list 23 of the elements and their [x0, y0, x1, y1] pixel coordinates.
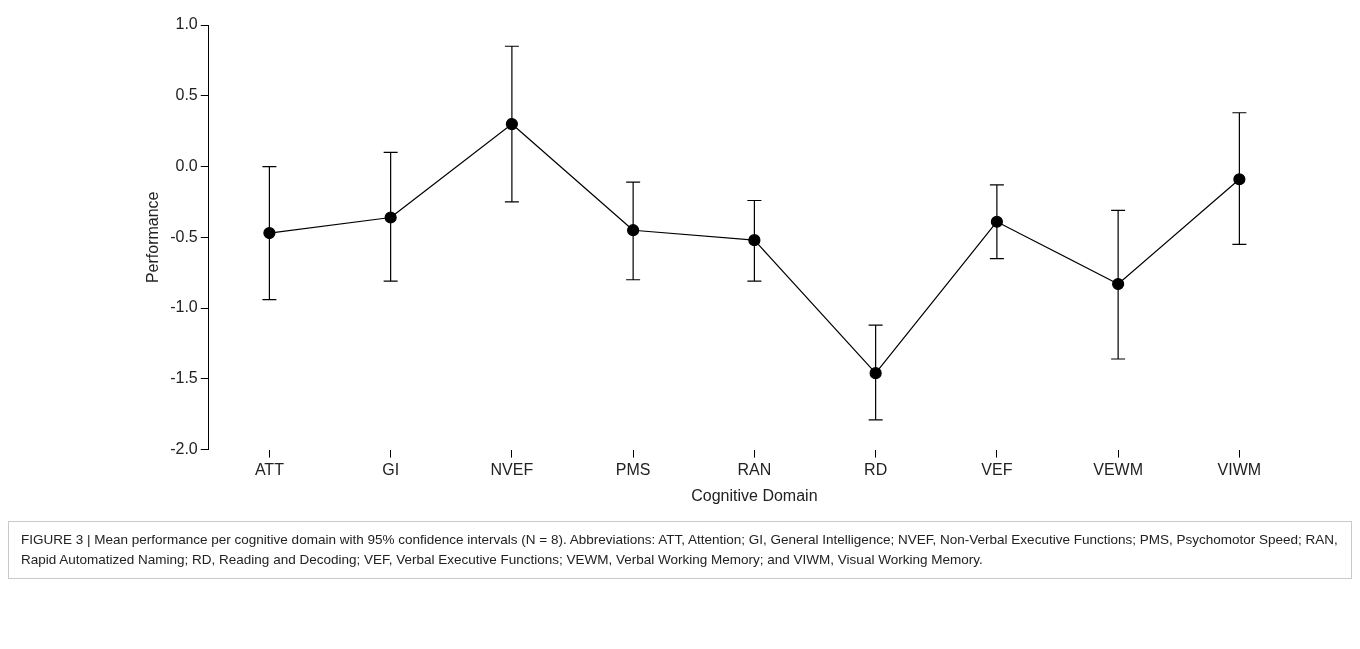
x-tick-label: VEWM	[1093, 460, 1144, 478]
y-tick-label: -1.0	[170, 298, 198, 316]
point	[869, 367, 882, 380]
point	[263, 226, 276, 240]
caption: FIGURE 3 | Mean performance per cognitive domain with 95% confidence intervals (N = 8). Abbreviations: ATT, Attention; GI, General Intelligence; NVEF, Non-Verbal Executive Functions; PMS, Psychomotor Speed; RAN, Rapid Automatized Naming; RD, Reading and Decoding; VEF, Verbal Executive Functions; VEWM, Verbal Working Memory; and VIWM, Visual Working Memory.	[8, 521, 1352, 579]
x-tick-label: VIWM	[1217, 460, 1262, 478]
x-tick-label: RD	[864, 460, 888, 478]
x-axis-title: Cognitive Domain	[691, 486, 818, 504]
x-tick-label: PMS	[615, 460, 651, 478]
y-tick-label: -2.0	[170, 440, 198, 458]
y-tick-label: -1.5	[170, 369, 198, 387]
y-tick-label: 0.0	[175, 156, 198, 174]
x-tick-label: VEF	[981, 460, 1013, 478]
point	[748, 234, 761, 247]
x-tick-label: NVEF	[490, 460, 534, 478]
y-tick-label: -0.5	[170, 227, 198, 245]
y-axis-title: Performance	[144, 191, 162, 284]
x-tick-label: GI	[382, 460, 400, 478]
x-tick-label: ATT	[254, 460, 285, 478]
point	[384, 211, 397, 224]
y-tick-label: 1.0	[175, 15, 198, 33]
y-tick-label: 0.5	[175, 86, 198, 104]
x-tick-label: RAN	[737, 460, 772, 478]
